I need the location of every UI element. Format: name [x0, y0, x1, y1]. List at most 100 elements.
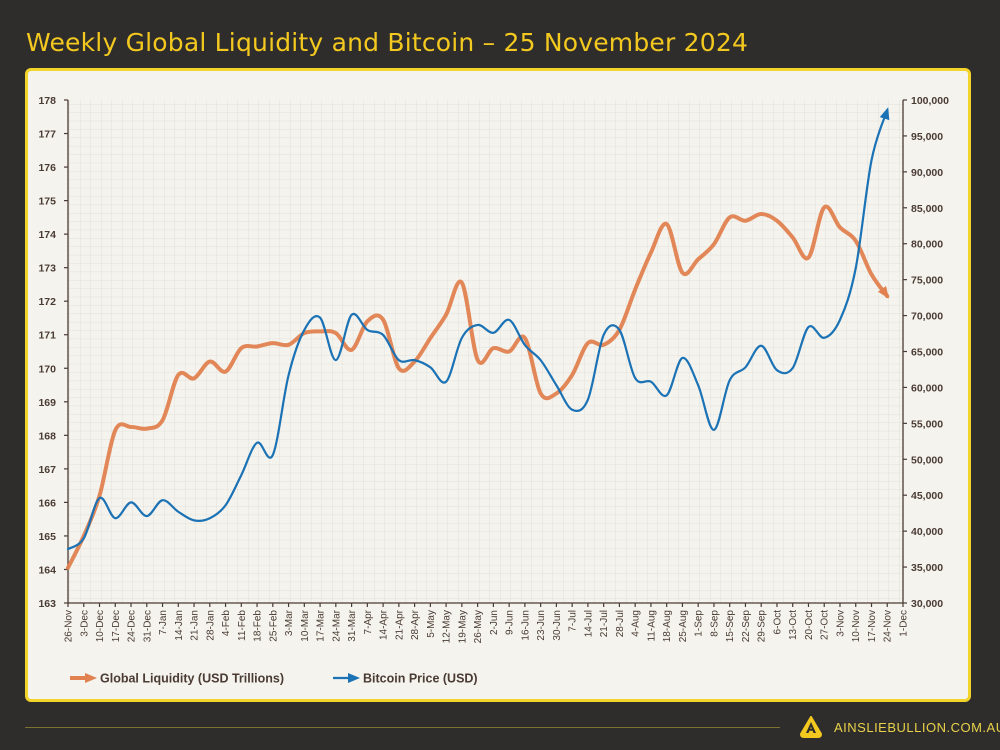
x-tick-label: 18-Feb: [253, 610, 264, 642]
x-tick-label: 3-Mar: [284, 609, 295, 636]
chart-panel: 163 164 165 166 167 168 169 170 171 172 173 174 175 1…: [25, 68, 971, 702]
footer-divider: [25, 727, 780, 728]
right-tick-label: 85,000: [911, 203, 943, 215]
x-tick-label: 8-Sep: [709, 610, 720, 637]
x-tick-label: 7-Jan: [158, 610, 169, 635]
left-tick-label: 176: [38, 162, 56, 174]
x-tick-label: 21-Jul: [599, 610, 610, 637]
x-tick-label: 28-Jul: [615, 610, 626, 637]
right-tick-label: 35,000: [911, 562, 943, 574]
left-tick-label: 175: [38, 196, 56, 208]
right-tick-label: 50,000: [911, 454, 943, 466]
x-tick-label: 7-Jul: [568, 610, 579, 632]
x-tick-label: 2-Jun: [489, 610, 500, 635]
x-tick-label: 17-Dec: [111, 610, 122, 642]
left-tick-label: 178: [38, 95, 56, 107]
right-tick-label: 95,000: [911, 131, 943, 143]
ainslie-logo-icon: [800, 716, 822, 738]
line-chart: 163 164 165 166 167 168 169 170 171 172 173 174 175 1…: [38, 95, 949, 686]
right-tick-label: 90,000: [911, 167, 943, 179]
left-tick-label: 170: [38, 363, 56, 375]
legend-label: Global Liquidity (USD Trillions): [100, 672, 284, 686]
x-tick-label: 9-Jun: [505, 610, 516, 635]
x-tick-label: 14-Jan: [174, 610, 185, 641]
x-tick-label: 24-Dec: [127, 610, 138, 642]
right-tick-label: 40,000: [911, 526, 943, 538]
x-tick-label: 14-Apr: [379, 609, 390, 640]
x-tick-label: 27-Oct: [820, 610, 831, 640]
x-tick-label: 3-Dec: [79, 610, 90, 637]
bitcoin-price-line: [66, 108, 889, 551]
x-tick-label: 29-Sep: [757, 610, 768, 643]
x-tick-label: 22-Sep: [741, 610, 752, 643]
left-tick-label: 173: [38, 263, 56, 275]
x-tick-label: 3-Nov: [835, 610, 846, 637]
left-tick-label: 169: [38, 397, 56, 409]
left-tick-label: 174: [38, 229, 56, 241]
legend-label: Bitcoin Price (USD): [363, 672, 478, 686]
x-tick-label: 15-Sep: [725, 610, 736, 643]
x-tick-label: 25-Feb: [268, 610, 279, 642]
x-tick-label: 1-Sep: [694, 610, 705, 637]
x-tick-label: 17-Nov: [867, 610, 878, 642]
x-tick-label: 31-Dec: [142, 610, 153, 642]
x-tick-label: 5-May: [426, 610, 437, 638]
legend-arrow-icon: [85, 673, 97, 683]
right-tick-label: 65,000: [911, 347, 943, 359]
x-tick-label: 19-May: [457, 610, 468, 643]
left-tick-label: 168: [38, 430, 56, 442]
left-tick-label: 166: [38, 497, 56, 509]
chart-title: Weekly Global Liquidity and Bitcoin – 25…: [26, 28, 749, 57]
right-tick-label: 80,000: [911, 239, 943, 251]
x-tick-label: 21-Apr: [394, 609, 405, 640]
x-tick-label: 24-Mar: [331, 609, 342, 641]
x-tick-label: 17-Mar: [316, 609, 327, 641]
right-tick-label: 100,000: [911, 95, 949, 107]
x-tick-label: 24-Nov: [883, 610, 894, 642]
x-tick-label: 13-Oct: [788, 610, 799, 640]
x-tick-label: 10-Nov: [851, 610, 862, 642]
global-liquidity-line: [66, 204, 890, 570]
left-tick-label: 164: [38, 564, 56, 576]
brand-url[interactable]: AINSLIEBULLION.COM.AU: [834, 719, 1000, 735]
x-tick-label: 20-Oct: [804, 610, 815, 640]
x-tick-label: 18-Aug: [662, 610, 673, 642]
x-tick-label: 7-Apr: [363, 609, 374, 634]
left-tick-label: 171: [38, 330, 56, 342]
right-tick-label: 55,000: [911, 418, 943, 430]
x-tick-label: 26-Nov: [64, 610, 75, 642]
left-tick-label: 172: [38, 296, 56, 308]
footer-brand[interactable]: AINSLIEBULLION.COM.AU: [800, 716, 1000, 738]
x-tick-label: 10-Dec: [95, 610, 106, 642]
x-tick-label: 11-Feb: [237, 610, 248, 641]
x-tick-label: 4-Feb: [221, 610, 232, 637]
right-tick-label: 45,000: [911, 490, 943, 502]
grid: [68, 100, 903, 603]
x-tick-label: 26-May: [473, 610, 484, 643]
right-tick-label: 75,000: [911, 275, 943, 287]
x-tick-label: 28-Jan: [205, 610, 216, 641]
right-tick-label: 30,000: [911, 598, 943, 610]
left-tick-label: 163: [38, 598, 56, 610]
right-tick-label: 60,000: [911, 382, 943, 394]
x-tick-label: 12-May: [442, 610, 453, 643]
x-tick-label: 4-Aug: [631, 610, 642, 637]
right-tick-label: 70,000: [911, 311, 943, 323]
legend-arrow-icon: [348, 673, 360, 683]
x-tick-label: 30-Jun: [552, 610, 563, 641]
x-tick-label: 10-Mar: [300, 609, 311, 641]
global-liquidity-arrow: [877, 285, 890, 299]
x-tick-label: 21-Jan: [190, 610, 201, 641]
x-tick-label: 1-Dec: [899, 610, 910, 637]
x-tick-label: 14-Jul: [583, 610, 594, 637]
x-tick-label: 11-Aug: [646, 610, 657, 642]
x-tick-label: 25-Aug: [678, 610, 689, 642]
left-tick-label: 167: [38, 464, 56, 476]
x-tick-label: 16-Jun: [520, 610, 531, 641]
left-tick-label: 177: [38, 129, 56, 141]
x-tick-label: 28-Apr: [410, 609, 421, 640]
x-tick-label: 6-Oct: [772, 610, 783, 635]
x-tick-label: 23-Jun: [536, 610, 547, 641]
left-tick-label: 165: [38, 531, 56, 543]
bitcoin-price-arrow: [879, 107, 890, 121]
